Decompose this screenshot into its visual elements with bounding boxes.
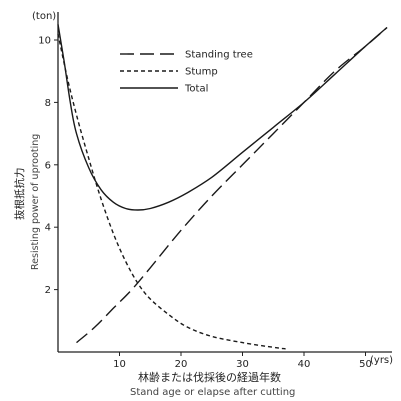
y-axis-label-en: Resisting power of uprooting [30,134,41,270]
legend-label-stump: Stump [185,67,218,78]
y-unit: (ton) [32,11,56,22]
x-axis-label-en: Stand age or elapse after cutting [130,387,295,398]
x-tick-label: 10 [113,359,126,370]
y-tick-label: 10 [38,36,51,47]
y-tick-label: 6 [45,160,51,171]
x-tick-label: 20 [175,359,188,370]
y-tick-label: 4 [45,223,51,234]
y-tick-label: 8 [45,98,51,109]
series-total-line [57,24,388,211]
y-tick-label: 2 [45,285,51,296]
x-unit: (yrs) [370,355,393,366]
x-tick-label: 30 [236,359,249,370]
legend-label-standing-tree: Standing tree [185,50,253,61]
x-tick-label: 50 [359,359,372,370]
series-stump-line [57,33,286,350]
series-standing-tree-line [76,26,388,344]
x-tick-label: 40 [298,359,311,370]
y-axis-label-jp: 抜根抵抗力 [13,168,26,221]
x-axis-label-jp: 林齢または伐採後の経過年数 [138,370,281,384]
legend-label-total: Total [184,84,208,95]
